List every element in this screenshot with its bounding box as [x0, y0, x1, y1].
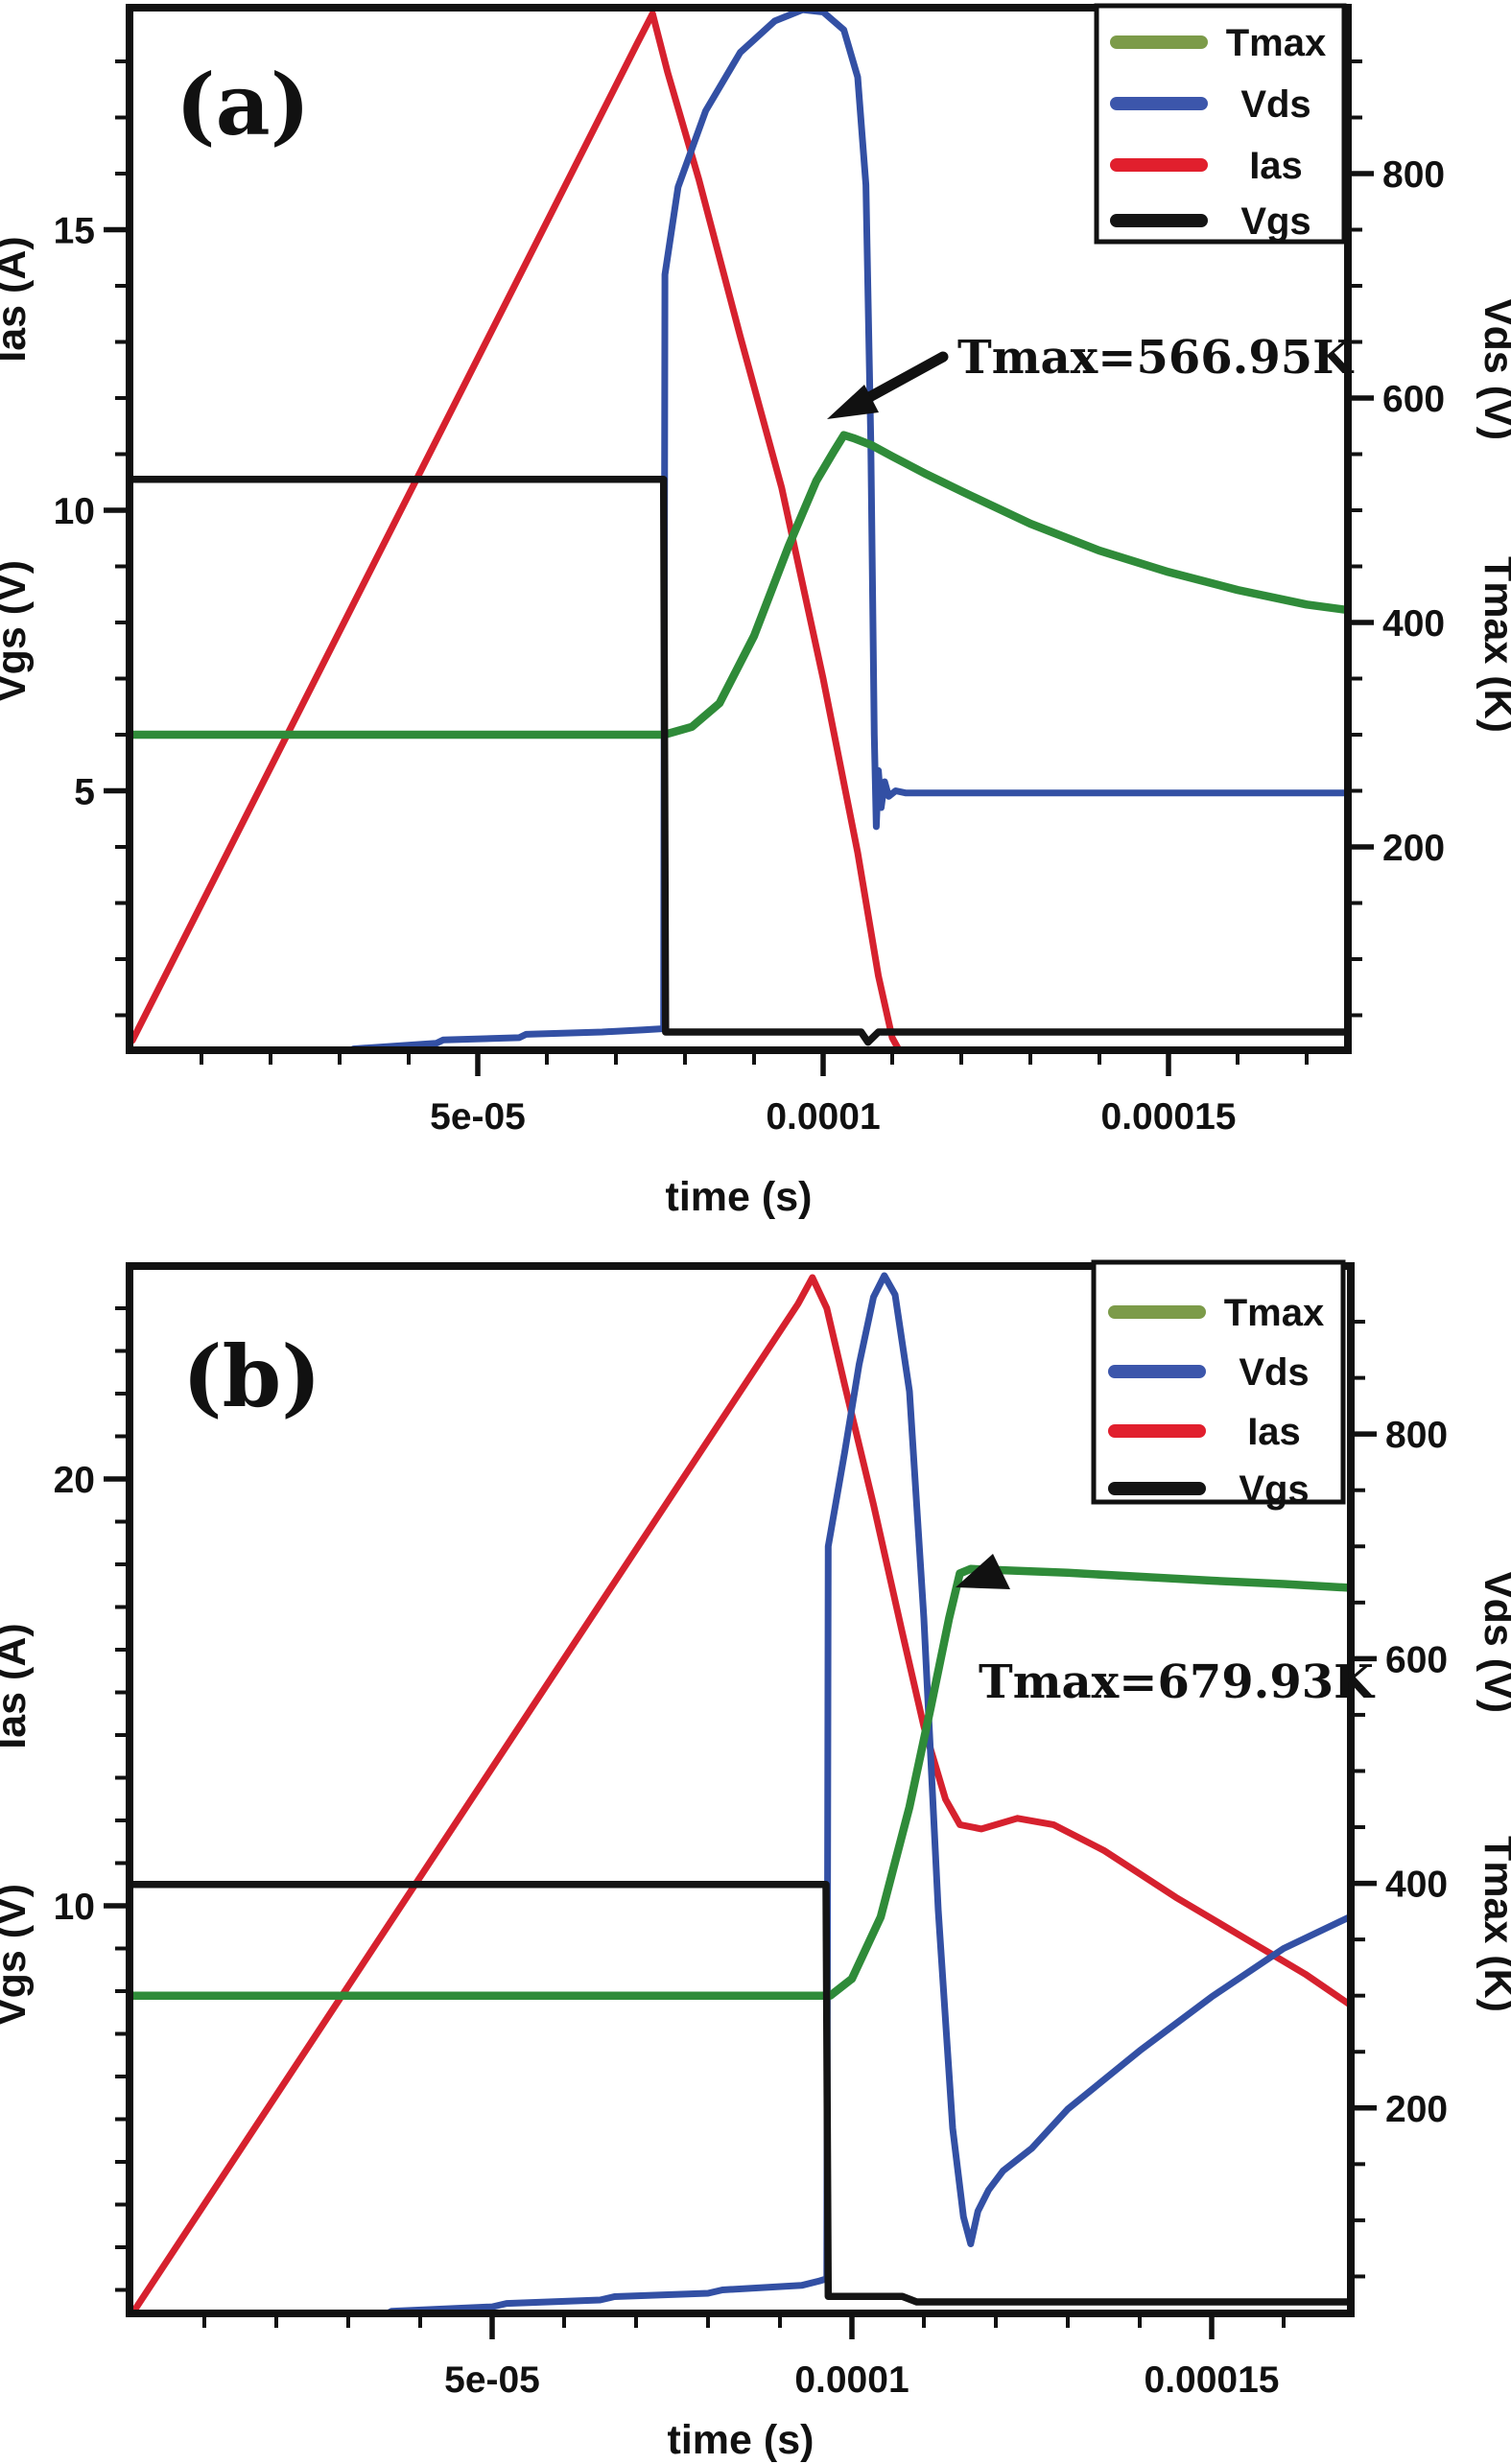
legend-label-ias: Ias: [1249, 145, 1303, 187]
legend-label-vgs: Vgs: [1239, 1468, 1309, 1511]
left-axis-title-ias: Ias (A): [0, 1623, 35, 1748]
left-axis-title-vgs: Vgs (V): [0, 560, 35, 702]
panel-label-b: (b): [182, 1326, 321, 1426]
plot-frame: [126, 1262, 1355, 2317]
x-tick-label: 0.0001: [794, 2359, 909, 2401]
legend: [1091, 1259, 1346, 1505]
left-tick-label: 5: [74, 772, 95, 813]
legend-label-ias: Ias: [1247, 1411, 1301, 1453]
series-vds: [347, 8, 1348, 1050]
right-axis-title-vds: Vds (V): [1476, 1571, 1511, 1713]
right-axis-title-tmax: Tmax (K): [1476, 1836, 1511, 2012]
left-tick-label: 10: [54, 491, 95, 532]
x-axis-title: time (s): [668, 2417, 815, 2463]
series-vgs: [130, 476, 1348, 1046]
tmax-annotation-a: Tmax=566.95K: [957, 331, 1355, 385]
series-vds: [380, 1272, 1351, 2313]
annotation-arrow-head: [956, 1554, 1010, 1589]
series-tmax: [130, 431, 1348, 739]
x-tick-label: 5e-05: [444, 2359, 540, 2401]
x-tick-label: 0.00015: [1101, 1096, 1237, 1138]
annotation-arrow-head: [827, 385, 879, 419]
chart-a: [104, 3, 1374, 1076]
legend: [1094, 3, 1347, 245]
right-tick-label: 600: [1382, 379, 1445, 420]
panel-label-a: (a): [176, 55, 310, 154]
right-tick-label: 600: [1385, 1639, 1448, 1680]
x-tick-label: 5e-05: [430, 1096, 526, 1138]
chart-b: [104, 1259, 1377, 2339]
right-axis-title-vds: Vds (V): [1476, 298, 1511, 440]
right-tick-label: 200: [1385, 2089, 1448, 2130]
left-axis-title-ias: Ias (A): [0, 236, 35, 362]
series-vgs: [130, 1881, 1351, 2306]
tmax-annotation-b: Tmax=679.93K: [979, 1655, 1376, 1709]
left-tick-label: 15: [54, 211, 95, 252]
series-ias: [130, 10, 904, 1050]
series-tmax: [130, 1564, 1351, 2000]
right-tick-label: 800: [1385, 1415, 1448, 1456]
legend-box: [1091, 1259, 1346, 1505]
legend-label-vgs: Vgs: [1240, 200, 1310, 243]
right-axis-title-tmax: Tmax (K): [1476, 556, 1511, 733]
right-tick-label: 200: [1382, 828, 1445, 869]
right-tick-label: 800: [1382, 154, 1445, 196]
legend-label-vds: Vds: [1240, 83, 1310, 126]
plot-frame: [126, 4, 1352, 1054]
left-tick-label: 20: [54, 1460, 95, 1501]
x-tick-label: 0.0001: [766, 1096, 880, 1138]
annotation-arrow-shaft: [857, 351, 949, 407]
legend-label-tmax: Tmax: [1224, 1292, 1325, 1334]
right-tick-label: 400: [1385, 1865, 1448, 1906]
left-tick-label: 10: [54, 1887, 95, 1928]
curves: [130, 8, 1348, 1050]
legend-label-tmax: Tmax: [1226, 22, 1327, 64]
x-tick-label: 0.00015: [1145, 2359, 1280, 2401]
series-ias: [130, 1274, 1351, 2313]
right-tick-label: 400: [1382, 603, 1445, 645]
x-axis-title: time (s): [666, 1174, 813, 1220]
curves: [130, 1272, 1351, 2313]
left-axis-title-vgs: Vgs (V): [0, 1884, 35, 2026]
legend-label-vds: Vds: [1239, 1351, 1309, 1394]
